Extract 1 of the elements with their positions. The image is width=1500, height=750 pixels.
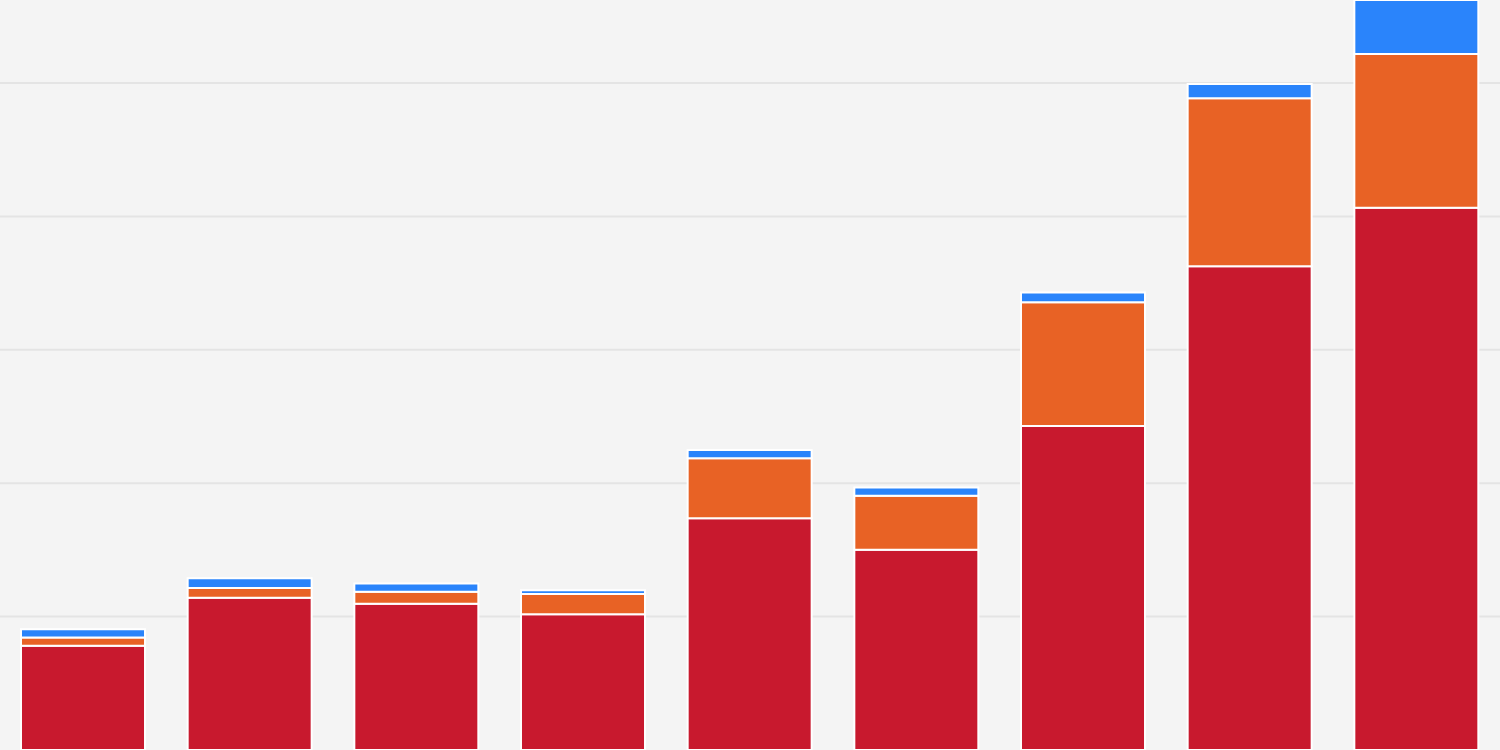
bar	[20, 628, 146, 639]
